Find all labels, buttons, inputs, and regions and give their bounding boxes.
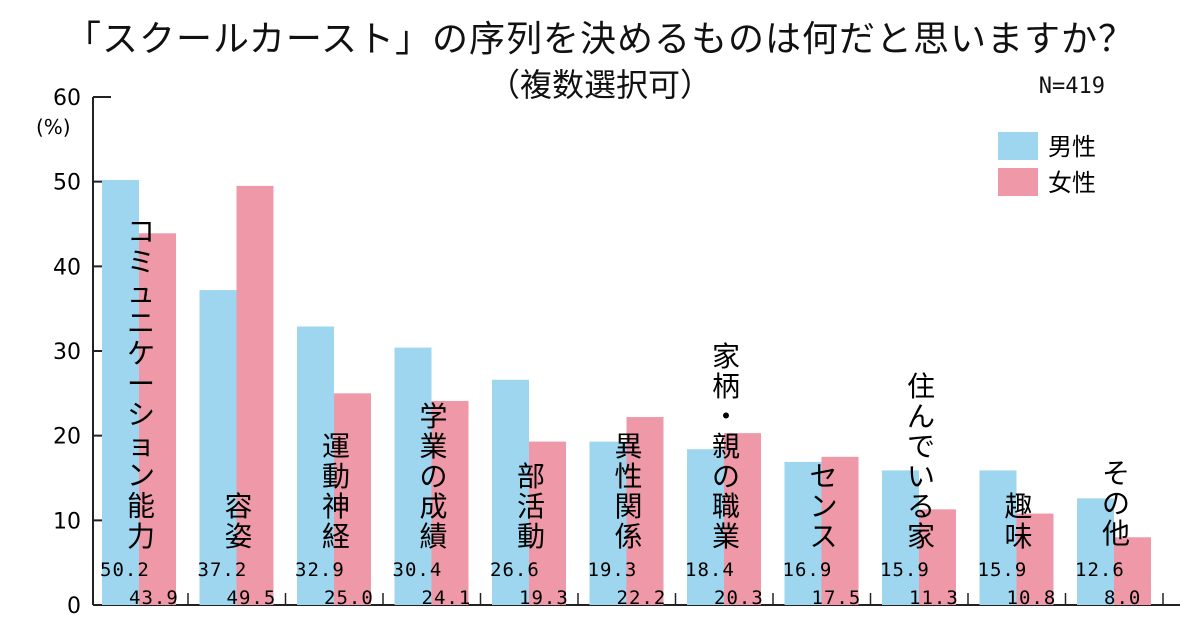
chart-subtitle: （複数選択可） xyxy=(487,66,712,104)
data-label-male: 16.9 xyxy=(783,559,833,581)
bar-male xyxy=(589,441,627,605)
bar-female xyxy=(334,393,371,605)
data-label-female: 11.3 xyxy=(909,587,959,609)
data-label-male: 50.2 xyxy=(100,559,150,581)
sample-size-label: N=419 xyxy=(1038,74,1105,99)
bar-female xyxy=(1114,537,1151,605)
category-label: 容姿 xyxy=(224,490,252,553)
data-label-male: 32.9 xyxy=(295,559,345,581)
y-unit-label: (%) xyxy=(36,115,71,139)
category-label: 運動神経 xyxy=(322,430,350,553)
bar-male xyxy=(1077,498,1114,605)
bar-male xyxy=(492,379,529,605)
category-label: 部活動 xyxy=(517,460,545,553)
y-tick-label: 40 xyxy=(53,255,81,280)
category-label: 家柄・親の職業 xyxy=(712,340,740,553)
legend-label-male: 男性 xyxy=(1048,133,1096,161)
data-label-male: 26.6 xyxy=(490,559,540,581)
y-tick-label: 10 xyxy=(53,509,81,534)
data-label-female: 19.3 xyxy=(519,587,569,609)
data-label-female: 22.2 xyxy=(617,587,667,609)
y-tick-label: 50 xyxy=(53,171,81,196)
y-tick-label: 60 xyxy=(53,86,81,111)
bar-male xyxy=(297,326,334,605)
y-tick-label: 20 xyxy=(53,425,81,450)
data-label-female: 24.1 xyxy=(422,587,472,609)
legend-swatch-male xyxy=(998,132,1038,160)
bar-male xyxy=(784,461,822,605)
data-label-female: 25.0 xyxy=(324,587,374,609)
y-tick-label: 30 xyxy=(53,340,81,365)
data-label-male: 15.9 xyxy=(978,559,1028,581)
bar-male xyxy=(687,449,724,605)
bar-female xyxy=(919,509,956,605)
data-label-male: 12.6 xyxy=(1075,559,1125,581)
category-label: センス xyxy=(809,460,837,553)
bar-male xyxy=(882,470,919,605)
bar-female xyxy=(236,185,274,605)
category-label: 住んでいる家 xyxy=(907,370,935,553)
category-label: 趣味 xyxy=(1004,490,1032,553)
bar-male xyxy=(979,470,1017,605)
data-label-male: 37.2 xyxy=(198,559,248,581)
bar-female xyxy=(1016,513,1054,605)
data-label-female: 49.5 xyxy=(227,587,277,609)
bar-female xyxy=(431,400,469,605)
category-label: コミュニケーション能力 xyxy=(127,215,155,553)
data-label-male: 19.3 xyxy=(588,559,638,581)
data-label-female: 10.8 xyxy=(1007,587,1057,609)
bar-male xyxy=(102,179,139,605)
bar-female xyxy=(626,417,664,605)
category-label: 異性関係 xyxy=(614,430,642,553)
legend-swatch-female xyxy=(998,168,1038,196)
data-label-male: 30.4 xyxy=(393,559,443,581)
data-label-female: 17.5 xyxy=(812,587,862,609)
bar-female xyxy=(821,456,859,605)
category-label: 学業の成績 xyxy=(419,400,447,553)
chart-title: 「スクールカースト」の序列を決めるものは何だと思いますか？ xyxy=(64,19,1136,60)
bar-female xyxy=(139,233,176,605)
data-label-female: 8.0 xyxy=(1104,587,1141,609)
data-label-male: 15.9 xyxy=(880,559,930,581)
bar-male xyxy=(199,290,237,605)
data-label-female: 43.9 xyxy=(129,587,179,609)
y-tick-label: 0 xyxy=(67,594,81,619)
legend-label-female: 女性 xyxy=(1048,169,1096,197)
bar-female xyxy=(529,441,566,605)
data-label-male: 18.4 xyxy=(685,559,735,581)
data-label-female: 20.3 xyxy=(714,587,764,609)
bar-male xyxy=(394,347,432,605)
bar-female xyxy=(724,433,761,605)
category-label: その他 xyxy=(1102,457,1130,550)
